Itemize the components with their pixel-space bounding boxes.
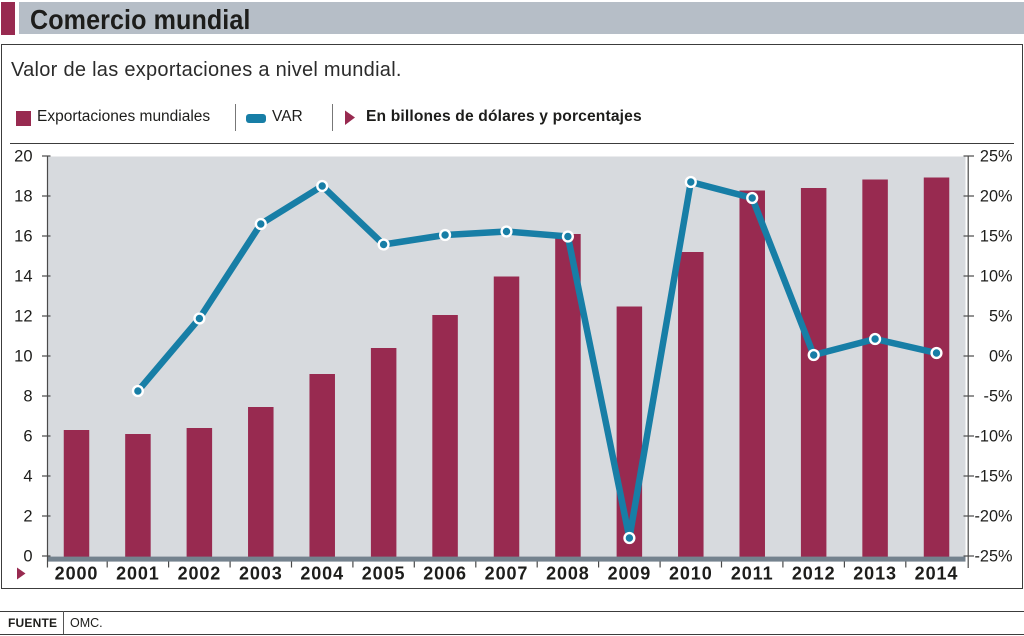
- svg-text:6: 6: [23, 428, 32, 446]
- svg-text:20: 20: [14, 148, 32, 166]
- svg-text:15%: 15%: [980, 228, 1013, 246]
- svg-text:2006: 2006: [423, 563, 467, 583]
- svg-text:2007: 2007: [485, 563, 529, 583]
- svg-text:2003: 2003: [239, 563, 283, 583]
- svg-text:2: 2: [23, 508, 32, 526]
- svg-text:0%: 0%: [989, 348, 1013, 366]
- svg-text:2012: 2012: [792, 563, 836, 583]
- svg-text:10%: 10%: [980, 268, 1013, 286]
- svg-text:2002: 2002: [178, 563, 222, 583]
- svg-text:-5%: -5%: [984, 388, 1013, 406]
- svg-text:2013: 2013: [853, 563, 897, 583]
- svg-text:-15%: -15%: [974, 468, 1012, 486]
- svg-text:-25%: -25%: [974, 548, 1012, 566]
- svg-text:8: 8: [23, 388, 32, 406]
- svg-text:16: 16: [14, 228, 32, 246]
- svg-text:25%: 25%: [980, 148, 1013, 166]
- svg-text:5%: 5%: [989, 308, 1013, 326]
- svg-text:18: 18: [14, 188, 32, 206]
- svg-text:12: 12: [14, 308, 32, 326]
- svg-text:-10%: -10%: [974, 428, 1012, 446]
- svg-text:2004: 2004: [300, 563, 344, 583]
- svg-text:2000: 2000: [55, 563, 99, 583]
- svg-text:0: 0: [23, 548, 32, 566]
- svg-text:2011: 2011: [731, 563, 774, 583]
- svg-text:-20%: -20%: [974, 508, 1012, 526]
- svg-text:2005: 2005: [362, 563, 406, 583]
- svg-text:4: 4: [23, 468, 32, 486]
- svg-text:2009: 2009: [608, 563, 652, 583]
- svg-text:20%: 20%: [980, 188, 1013, 206]
- svg-text:10: 10: [14, 348, 32, 366]
- svg-text:2001: 2001: [116, 563, 160, 583]
- svg-text:2014: 2014: [915, 563, 959, 583]
- svg-text:2008: 2008: [546, 563, 590, 583]
- svg-text:2010: 2010: [669, 563, 713, 583]
- svg-text:14: 14: [14, 268, 32, 286]
